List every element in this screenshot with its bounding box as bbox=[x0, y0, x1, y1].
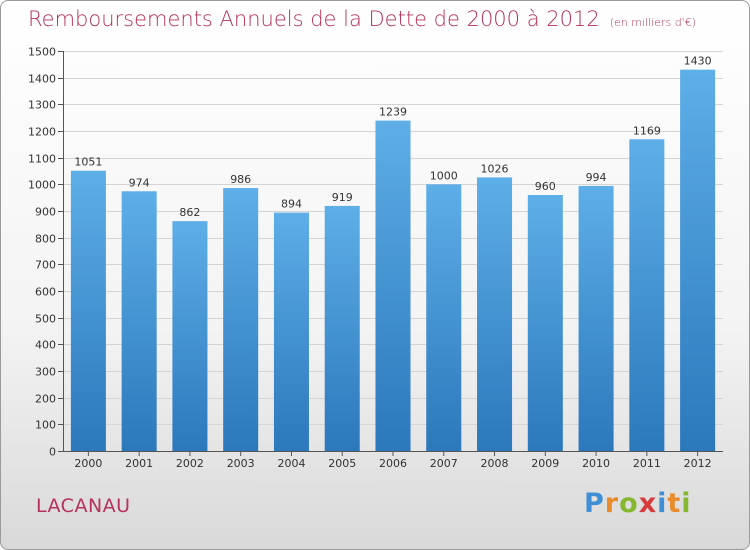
data-label: 994 bbox=[586, 171, 607, 184]
bar bbox=[324, 205, 360, 451]
bar bbox=[70, 170, 106, 451]
data-label: 919 bbox=[332, 191, 353, 204]
data-label: 1239 bbox=[379, 106, 407, 119]
y-tick-label: 400 bbox=[35, 339, 56, 352]
data-label: 1051 bbox=[74, 156, 102, 169]
title-unit: (en milliers d'€) bbox=[609, 16, 696, 29]
y-tick-label: 1300 bbox=[28, 99, 56, 112]
brand-logo: Proxiti bbox=[584, 488, 692, 519]
y-tick-label: 800 bbox=[35, 233, 56, 246]
y-tick-label: 1400 bbox=[28, 73, 56, 86]
bar bbox=[578, 185, 614, 451]
x-tick-label: 2004 bbox=[277, 457, 305, 470]
y-tick-label: 100 bbox=[35, 419, 56, 432]
x-tick-label: 2002 bbox=[176, 457, 204, 470]
data-label: 894 bbox=[281, 198, 302, 211]
x-tick-label: 2008 bbox=[481, 457, 509, 470]
bar bbox=[426, 184, 462, 452]
brand-letter: x bbox=[638, 488, 658, 519]
y-tick-label: 200 bbox=[35, 393, 56, 406]
data-label: 1000 bbox=[430, 169, 458, 182]
y-tick-label: 700 bbox=[35, 259, 56, 272]
y-tick-label: 0 bbox=[49, 446, 56, 459]
x-tick-label: 2000 bbox=[74, 457, 102, 470]
data-label: 862 bbox=[179, 206, 200, 219]
bar bbox=[477, 177, 513, 451]
data-label: 1430 bbox=[684, 55, 712, 68]
bar bbox=[680, 69, 716, 452]
bar bbox=[223, 188, 259, 452]
chart-title: Remboursements Annuels de la Dette de 20… bbox=[28, 7, 696, 31]
brand-letter: i bbox=[681, 488, 692, 519]
y-tick-label: 500 bbox=[35, 313, 56, 326]
brand-letter: P bbox=[584, 488, 605, 519]
x-tick-label: 2012 bbox=[684, 457, 712, 470]
x-tick-label: 2005 bbox=[328, 457, 356, 470]
data-label: 986 bbox=[230, 173, 251, 186]
bar bbox=[375, 120, 411, 451]
x-tick-label: 2006 bbox=[379, 457, 407, 470]
x-tick-label: 2007 bbox=[430, 457, 458, 470]
x-tick-label: 2001 bbox=[125, 457, 153, 470]
y-tick-label: 300 bbox=[35, 366, 56, 379]
y-tick-label: 1200 bbox=[28, 126, 56, 139]
x-tick-label: 2009 bbox=[531, 457, 559, 470]
y-tick-label: 1500 bbox=[28, 46, 56, 59]
brand-letter: r bbox=[604, 488, 620, 519]
data-label: 1026 bbox=[481, 162, 509, 175]
x-tick-label: 2003 bbox=[227, 457, 255, 470]
brand-letter: o bbox=[619, 488, 639, 519]
bar bbox=[527, 195, 563, 451]
y-tick-label: 600 bbox=[35, 286, 56, 299]
bar bbox=[121, 191, 157, 451]
data-label: 960 bbox=[535, 180, 556, 193]
data-label: 1169 bbox=[633, 124, 661, 137]
y-tick-label: 1100 bbox=[28, 153, 56, 166]
x-tick-label: 2011 bbox=[633, 457, 661, 470]
x-tick-label: 2010 bbox=[582, 457, 610, 470]
y-tick-label: 1000 bbox=[28, 179, 56, 192]
town-name: LACANAU bbox=[36, 495, 131, 517]
title-text: Remboursements Annuels de la Dette de 20… bbox=[28, 7, 600, 31]
brand-letter: i bbox=[657, 488, 668, 519]
y-tick-label: 900 bbox=[35, 206, 56, 219]
bar bbox=[172, 221, 208, 451]
data-label: 974 bbox=[129, 176, 150, 189]
bar bbox=[629, 139, 665, 451]
brand-letter: t bbox=[667, 488, 682, 519]
bar bbox=[273, 212, 309, 451]
